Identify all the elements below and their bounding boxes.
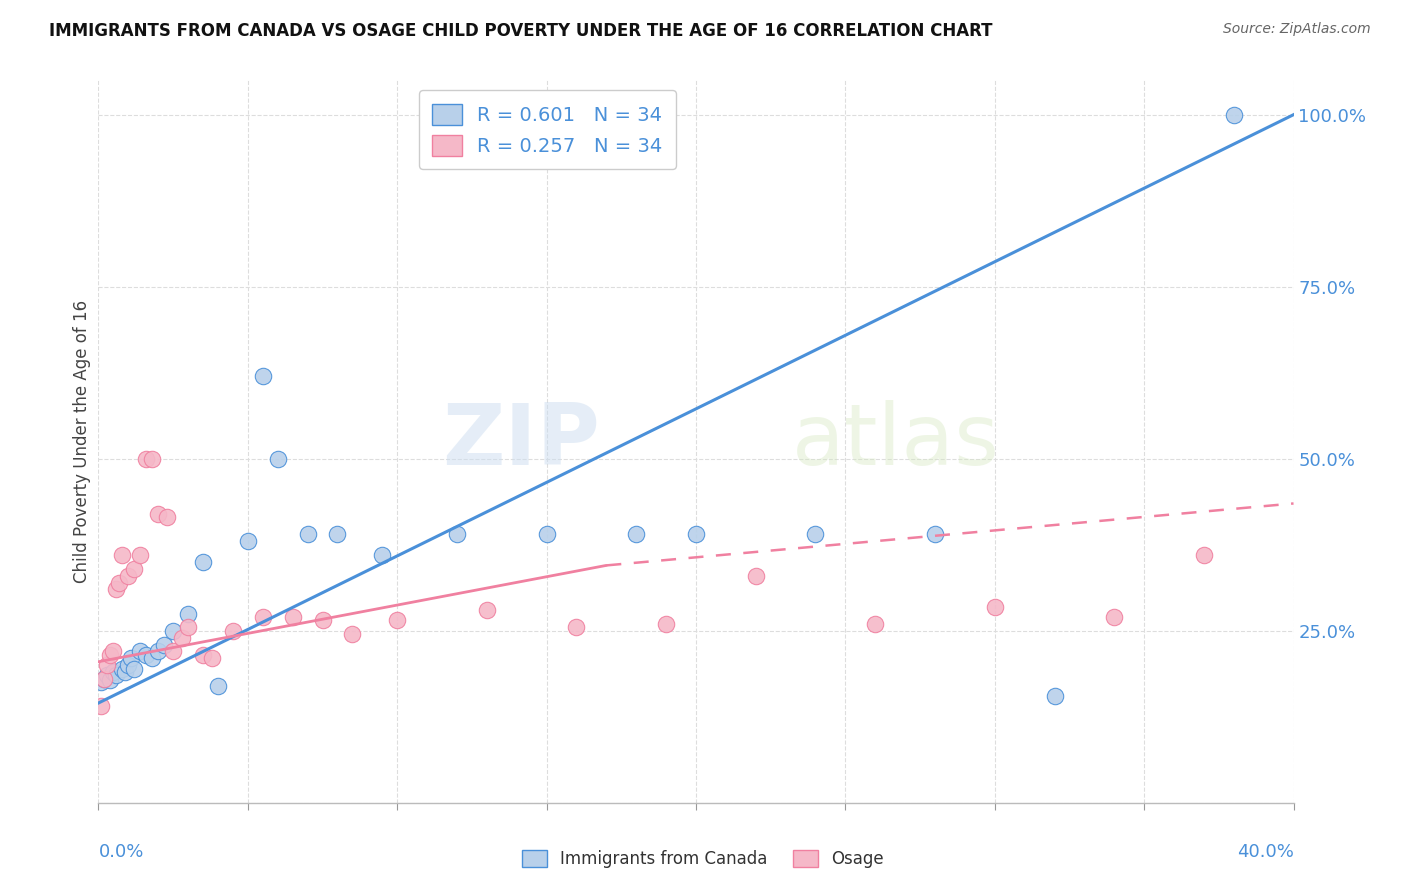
Point xyxy=(162,624,184,638)
Point xyxy=(685,527,707,541)
Point xyxy=(565,620,588,634)
Legend: R = 0.601   N = 34, R = 0.257   N = 34: R = 0.601 N = 34, R = 0.257 N = 34 xyxy=(419,90,676,169)
Point xyxy=(96,668,118,682)
Point xyxy=(172,631,194,645)
Point xyxy=(222,624,245,638)
Point xyxy=(105,582,128,597)
Point xyxy=(114,665,136,679)
Point xyxy=(98,648,122,662)
Point xyxy=(924,527,946,541)
Point xyxy=(135,648,157,662)
Text: Source: ZipAtlas.com: Source: ZipAtlas.com xyxy=(1223,22,1371,37)
Point xyxy=(252,369,274,384)
Point xyxy=(162,644,184,658)
Point xyxy=(865,616,887,631)
Point xyxy=(297,527,319,541)
Point xyxy=(156,510,179,524)
Point xyxy=(1104,610,1126,624)
Point xyxy=(385,614,409,628)
Point xyxy=(745,568,768,582)
Point xyxy=(129,644,152,658)
Point xyxy=(201,651,224,665)
Point xyxy=(177,607,200,621)
Point xyxy=(311,614,333,628)
Point xyxy=(90,699,112,714)
Point xyxy=(148,644,170,658)
Point xyxy=(191,555,214,569)
Point xyxy=(177,620,200,634)
Point xyxy=(96,658,118,673)
Text: 40.0%: 40.0% xyxy=(1237,843,1294,861)
Point xyxy=(804,527,827,541)
Point xyxy=(111,548,134,562)
Point xyxy=(108,575,131,590)
Point xyxy=(191,648,214,662)
Point xyxy=(475,603,498,617)
Point xyxy=(135,451,157,466)
Point xyxy=(141,651,163,665)
Text: IMMIGRANTS FROM CANADA VS OSAGE CHILD POVERTY UNDER THE AGE OF 16 CORRELATION CH: IMMIGRANTS FROM CANADA VS OSAGE CHILD PO… xyxy=(49,22,993,40)
Point xyxy=(103,665,125,679)
Point xyxy=(111,662,134,676)
Point xyxy=(117,568,139,582)
Point xyxy=(236,534,259,549)
Point xyxy=(124,662,146,676)
Point xyxy=(148,507,170,521)
Point xyxy=(1223,108,1246,122)
Point xyxy=(267,451,290,466)
Legend: Immigrants from Canada, Osage: Immigrants from Canada, Osage xyxy=(516,843,890,875)
Point xyxy=(207,679,229,693)
Point xyxy=(342,627,364,641)
Point xyxy=(93,672,115,686)
Point xyxy=(626,527,648,541)
Point xyxy=(371,548,394,562)
Point xyxy=(655,616,678,631)
Point xyxy=(252,610,274,624)
Point xyxy=(105,668,128,682)
Point xyxy=(1043,689,1066,703)
Point xyxy=(153,638,176,652)
Point xyxy=(281,610,304,624)
Point xyxy=(141,451,163,466)
Point xyxy=(93,672,115,686)
Point xyxy=(117,658,139,673)
Point xyxy=(1192,548,1215,562)
Y-axis label: Child Poverty Under the Age of 16: Child Poverty Under the Age of 16 xyxy=(73,300,91,583)
Point xyxy=(90,675,112,690)
Point xyxy=(984,599,1007,614)
Point xyxy=(120,651,142,665)
Point xyxy=(103,644,125,658)
Point xyxy=(536,527,558,541)
Point xyxy=(129,548,152,562)
Text: ZIP: ZIP xyxy=(443,400,600,483)
Point xyxy=(124,562,146,576)
Point xyxy=(446,527,468,541)
Point xyxy=(326,527,349,541)
Text: atlas: atlas xyxy=(792,400,1000,483)
Point xyxy=(98,673,122,688)
Text: 0.0%: 0.0% xyxy=(98,843,143,861)
